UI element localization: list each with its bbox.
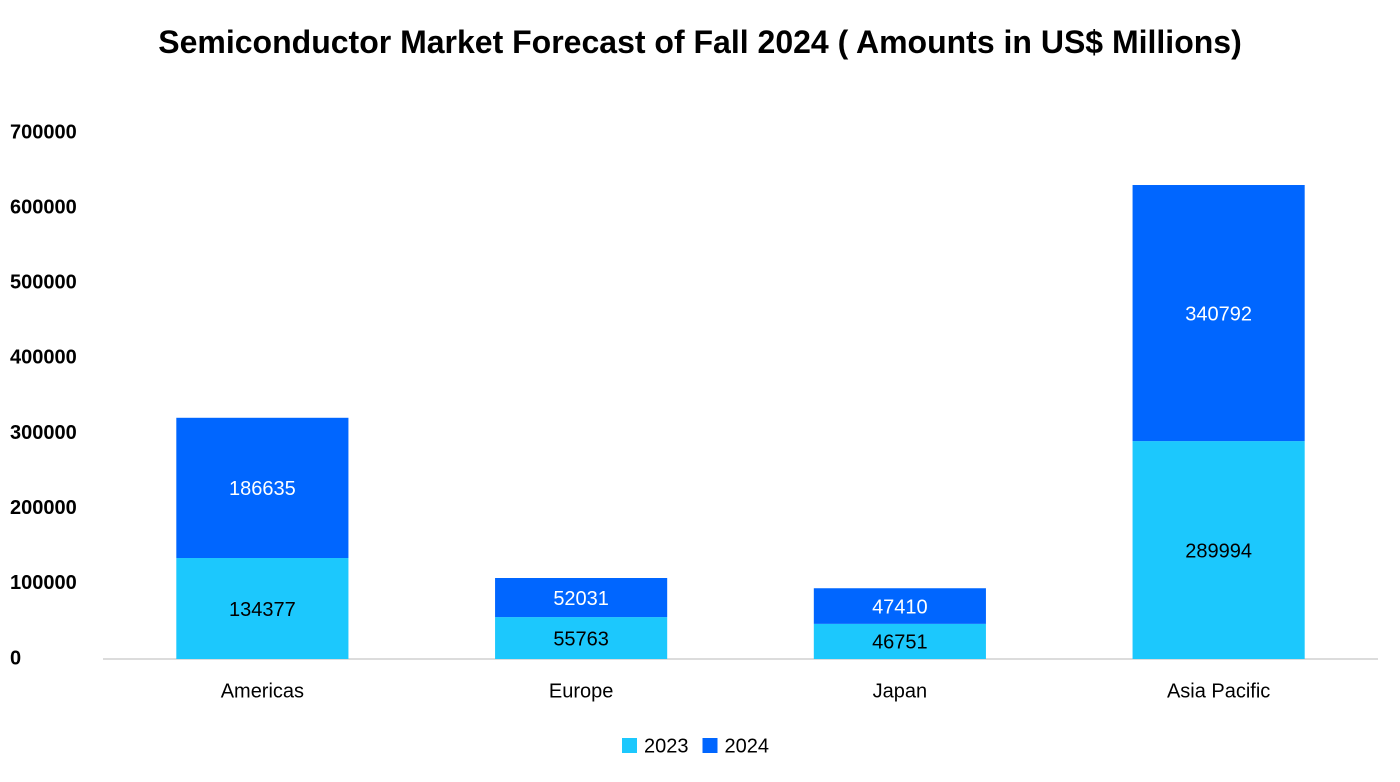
y-tick-label: 400000	[10, 347, 77, 369]
data-label: 46751	[872, 632, 928, 654]
y-tick-label: 200000	[10, 497, 77, 519]
x-tick-label: Asia Pacific	[1167, 680, 1270, 702]
bar-segment	[176, 417, 349, 559]
y-tick-label: 100000	[10, 572, 77, 594]
bar-segment	[495, 578, 668, 618]
data-label: 55763	[553, 628, 609, 650]
bar-segment	[813, 588, 986, 624]
y-tick-label: 600000	[10, 196, 77, 218]
y-tick-label: 500000	[10, 272, 77, 294]
legend-label: 2023	[644, 735, 689, 757]
x-tick-label: Japan	[873, 680, 928, 702]
x-tick-label: Americas	[221, 680, 304, 702]
data-label: 52031	[553, 588, 609, 610]
data-label: 186635	[229, 478, 296, 500]
y-tick-label: 300000	[10, 422, 77, 444]
legend-swatch	[622, 738, 637, 753]
bar-segment	[1132, 185, 1305, 442]
data-label: 134377	[229, 599, 296, 621]
legend-label: 2024	[725, 735, 770, 757]
chart-title: Semiconductor Market Forecast of Fall 20…	[158, 24, 1242, 60]
data-label: 340792	[1185, 303, 1252, 325]
bar-segment	[495, 617, 668, 659]
y-tick-label: 0	[10, 647, 21, 669]
y-tick-label: 700000	[10, 121, 77, 143]
bar-segment	[1132, 441, 1305, 659]
data-label: 47410	[872, 596, 928, 618]
data-label: 289994	[1185, 540, 1252, 562]
x-tick-label: Europe	[549, 680, 614, 702]
bar-segment	[176, 558, 349, 659]
bar-segment	[813, 623, 986, 659]
legend-swatch	[702, 738, 718, 753]
